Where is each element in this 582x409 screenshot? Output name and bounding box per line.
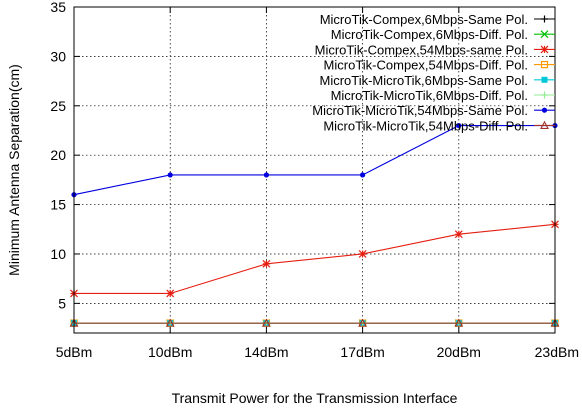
legend-swatch-marker xyxy=(540,45,549,54)
x-tick-label: 17dBm xyxy=(340,344,384,360)
data-point xyxy=(456,122,462,129)
legend-entry: MicroTik-Compex,6Mbps-Diff. Pol. xyxy=(331,27,555,42)
legend-swatch-marker xyxy=(541,76,548,83)
legend-entry: MicroTik-MicroTik,6Mbps-Same Pol. xyxy=(319,73,555,88)
x-tick-label: 14dBm xyxy=(244,344,288,360)
legend: MicroTik-Compex,6Mbps-Same Pol.MicroTik-… xyxy=(312,12,555,133)
y-tick-label: 30 xyxy=(50,48,66,64)
y-tick-label: 25 xyxy=(50,98,66,114)
data-point xyxy=(167,172,173,178)
plot-frame xyxy=(73,6,556,334)
y-tick-label: 10 xyxy=(50,246,66,262)
legend-swatch-marker xyxy=(541,107,548,113)
legend-label: MicroTik-Compex,6Mbps-Same Pol. xyxy=(320,12,528,27)
legend-label: MicroTik-Compex,54Mbps-same Pol. xyxy=(315,42,528,57)
legend-entry: MicroTik-MicroTik,54Mbps-Diff. Pol. xyxy=(323,118,555,133)
legend-entry: MicroTik-MicroTik,6Mbps-Diff. Pol. xyxy=(331,88,555,103)
data-point xyxy=(262,259,271,268)
legend-entry: MicroTik-Compex,6Mbps-Same Pol. xyxy=(320,12,555,27)
legend-label: MicroTik-MicroTik,54Mbps-Same Pol. xyxy=(312,103,528,118)
legend-entry: MicroTik-MicroTik,54Mbps-Same Pol. xyxy=(312,103,555,118)
data-point xyxy=(358,250,367,258)
legend-entry: MicroTik-Compex,54Mbps-Diff. Pol. xyxy=(324,58,555,73)
x-tick-label: 20dBm xyxy=(437,344,481,360)
data-point xyxy=(263,172,269,178)
legend-swatch-marker xyxy=(541,91,548,99)
x-tick-label: 23dBm xyxy=(535,344,579,360)
y-tick-label: 15 xyxy=(50,197,66,213)
legend-swatch-marker xyxy=(541,15,548,23)
data-point xyxy=(261,318,271,327)
data-point xyxy=(360,172,366,178)
data-point xyxy=(358,318,368,327)
data-point xyxy=(454,318,464,327)
y-axis-label: Minimum Antenna Separation(cm) xyxy=(6,64,22,276)
y-tick-label: 35 xyxy=(50,0,66,15)
legend-label: MicroTik-MicroTik,54Mbps-Diff. Pol. xyxy=(323,118,528,133)
legend-swatch-marker xyxy=(540,120,549,129)
legend-swatch-marker xyxy=(540,30,549,39)
x-axis-label: Transmit Power for the Transmission Inte… xyxy=(172,390,458,406)
data-point xyxy=(166,289,175,298)
y-tick-label: 20 xyxy=(50,147,66,163)
legend-label: MicroTik-MicroTik,6Mbps-Same Pol. xyxy=(319,73,528,88)
legend-label: MicroTik-Compex,6Mbps-Diff. Pol. xyxy=(331,27,528,42)
x-tick-label: 5dBm xyxy=(56,344,93,360)
legend-entry: MicroTik-Compex,54Mbps-same Pol. xyxy=(315,42,555,57)
legend-label: MicroTik-MicroTik,6Mbps-Diff. Pol. xyxy=(331,88,528,103)
axis-ticks: 5 10 15 20 25 30 35 5dBm 10dBm 14dBm 17dBm 20dBm 23d… xyxy=(50,0,579,360)
data-point xyxy=(454,230,463,239)
x-tick-label: 10dBm xyxy=(148,344,192,360)
series-line xyxy=(73,124,555,196)
data-point xyxy=(165,318,175,327)
series-line xyxy=(74,223,556,295)
legend-label: MicroTik-Compex,54Mbps-Diff. Pol. xyxy=(324,58,528,73)
y-tick-label: 5 xyxy=(58,295,66,311)
legend-swatch-marker xyxy=(540,60,549,69)
